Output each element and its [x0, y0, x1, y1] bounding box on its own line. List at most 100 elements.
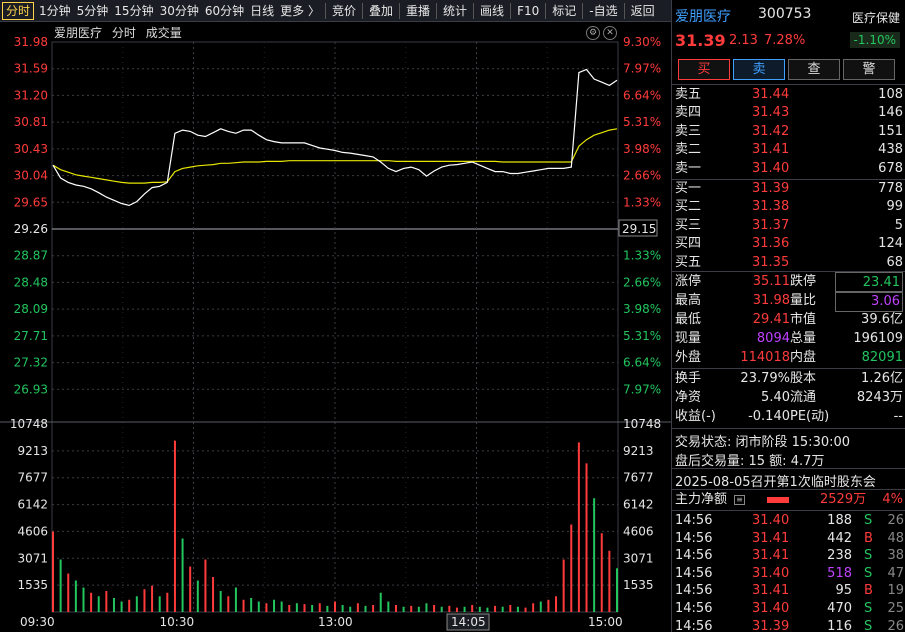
- tick-volume: 238: [827, 548, 852, 564]
- toolbar-divider: [623, 2, 625, 19]
- tab-30min[interactable]: 30分钟: [159, 3, 199, 18]
- ask-price: 31.41: [752, 142, 790, 158]
- tick-row[interactable]: 14:56 31.41 238 S 38: [672, 547, 905, 565]
- tab-daily[interactable]: 日线: [250, 3, 275, 18]
- bid-row[interactable]: 买五 31.35 68: [672, 254, 905, 272]
- back-button[interactable]: 返回: [630, 3, 655, 18]
- tab-15min[interactable]: 15分钟: [114, 3, 154, 18]
- mark-button[interactable]: 标记: [552, 3, 577, 18]
- tick-volume: 442: [827, 530, 852, 546]
- price-change-percent: 7.28%: [764, 33, 806, 48]
- ask-level-label: 卖一: [675, 160, 702, 176]
- tick-side: S: [864, 513, 873, 528]
- list-icon[interactable]: ≡: [734, 495, 745, 505]
- bid-row[interactable]: 买二 31.38 99: [672, 198, 905, 216]
- prev-close-box: [618, 219, 658, 237]
- gear-icon[interactable]: ⚙: [586, 26, 600, 40]
- bid-level-label: 买一: [675, 181, 702, 196]
- bid-volume: 68: [886, 254, 903, 270]
- percent-tick-label: 9.30%: [623, 35, 661, 49]
- ask-volume: 678: [878, 160, 903, 176]
- ask-row[interactable]: 卖三 31.42 151: [672, 123, 905, 141]
- tab-5min[interactable]: 5分钟: [76, 3, 109, 18]
- bid-price: 31.35: [752, 254, 790, 270]
- stat-label: 市值: [790, 312, 817, 327]
- bid-row[interactable]: 买四 31.36 124: [672, 235, 905, 253]
- tick-row[interactable]: 14:56 31.39 116 S 26: [672, 618, 905, 632]
- toolbar-divider: [582, 2, 584, 19]
- query-button[interactable]: 查: [788, 59, 840, 80]
- time-axis-label: 15:00: [588, 615, 623, 629]
- tick-row[interactable]: 14:56 31.41 95 B 19: [672, 582, 905, 600]
- ask-row[interactable]: 卖一 31.40 678: [672, 160, 905, 178]
- statistics-button[interactable]: 统计: [443, 3, 468, 18]
- price-tick-label: 30.43: [14, 142, 48, 156]
- toolbar-divider: [545, 2, 547, 19]
- replay-button[interactable]: 重播: [406, 3, 431, 18]
- tick-volume: 470: [827, 600, 852, 616]
- time-axis-label: 09:30: [20, 615, 55, 629]
- ask-row[interactable]: 卖二 31.41 438: [672, 141, 905, 159]
- ask-level-label: 卖二: [675, 142, 702, 158]
- tick-row[interactable]: 14:56 31.41 442 B 48: [672, 530, 905, 548]
- ask-row[interactable]: 卖四 31.43 146: [672, 104, 905, 122]
- divider: [672, 468, 905, 469]
- bid-level-label: 买四: [675, 236, 702, 252]
- tab-intraday[interactable]: 分时: [2, 1, 35, 20]
- tick-row[interactable]: 14:56 31.40 470 S 25: [672, 600, 905, 618]
- bid-level-label: 买二: [675, 199, 702, 215]
- tick-price: 31.40: [752, 513, 790, 528]
- close-icon[interactable]: ✕: [603, 26, 617, 40]
- percent-tick-label: 1.33%: [623, 249, 661, 263]
- stat-label: 最低: [675, 312, 702, 327]
- tick-count: 48: [887, 530, 904, 546]
- sell-button[interactable]: 卖: [733, 59, 785, 80]
- divider: [672, 510, 905, 511]
- tick-side: S: [864, 548, 873, 564]
- announcement-notice[interactable]: 2025-08-05召开第1次临时股东会: [675, 475, 876, 490]
- tick-side: B: [864, 530, 873, 546]
- tick-time: 14:56: [675, 548, 713, 564]
- chart-canvas[interactable]: 31.98 9.30% 31.59 7.97% 31.20 6.64% 30.81 5.31%…: [0, 22, 671, 632]
- bid-row[interactable]: 买三 31.37 5: [672, 217, 905, 235]
- tick-list[interactable]: 14:56 31.40 188 S 26 14:56 31.41 442 B 48 14:56 31.…: [672, 512, 905, 632]
- divider: [672, 368, 905, 369]
- ask-level-label: 卖四: [675, 105, 702, 121]
- bid-volume: 99: [886, 199, 903, 215]
- stat-label: 最高: [675, 293, 702, 308]
- bid-volume: 124: [878, 236, 903, 252]
- tick-row[interactable]: 14:56 31.40 518 S 47: [672, 565, 905, 583]
- tick-row[interactable]: 14:56 31.40 188 S 26: [672, 512, 905, 530]
- ask-level-label: 卖五: [675, 87, 702, 102]
- stat-value: 82091: [861, 350, 903, 365]
- toolbar-divider: [436, 2, 438, 19]
- alert-button[interactable]: 警: [843, 59, 895, 80]
- toolbar-divider: [510, 2, 512, 19]
- stock-name[interactable]: 爱朋医疗: [675, 9, 731, 25]
- bid-book: 买一 31.39 778 买二 31.38 99 买三 31.37 5 买四 31.36 124 买五 3…: [672, 180, 905, 272]
- ask-row[interactable]: 卖五 31.44 108: [672, 86, 905, 104]
- auction-button[interactable]: 竞价: [331, 3, 356, 18]
- draw-line-button[interactable]: 画线: [480, 3, 505, 18]
- remove-watchlist-button[interactable]: -自选: [589, 3, 618, 18]
- price-tick-label: 31.20: [14, 88, 48, 102]
- sector-name[interactable]: 医疗保健: [851, 11, 900, 25]
- ask-volume: 146: [878, 105, 903, 121]
- trade-status: 交易状态: 闭市阶段 15:30:00: [675, 435, 851, 450]
- tab-more[interactable]: 更多 〉: [280, 3, 320, 18]
- f10-button[interactable]: F10: [517, 3, 540, 18]
- bid-level-label: 买五: [675, 254, 702, 270]
- percent-tick-label: 6.64%: [623, 356, 661, 370]
- tab-60min[interactable]: 60分钟: [204, 3, 245, 18]
- price-tick-label: 28.09: [14, 302, 48, 316]
- tab-1min[interactable]: 1分钟: [39, 3, 71, 18]
- main-net-flow: 主力净额 ≡ 2529万 4%: [672, 490, 905, 510]
- volume-tick-label-right: 3071: [623, 551, 654, 565]
- volume-tick-label-right: 1535: [623, 578, 654, 592]
- bid-row[interactable]: 买一 31.39 778: [672, 180, 905, 198]
- intraday-chart[interactable]: 31.98 9.30% 31.59 7.97% 31.20 6.64% 30.81 5.31%…: [0, 22, 671, 632]
- quote-panel: 爱朋医疗 300753 医疗保健 -1.10% 31.39 2.13 7.28%…: [671, 0, 905, 632]
- overlay-button[interactable]: 叠加: [369, 3, 394, 18]
- divider: [672, 271, 905, 272]
- buy-button[interactable]: 买: [678, 59, 730, 80]
